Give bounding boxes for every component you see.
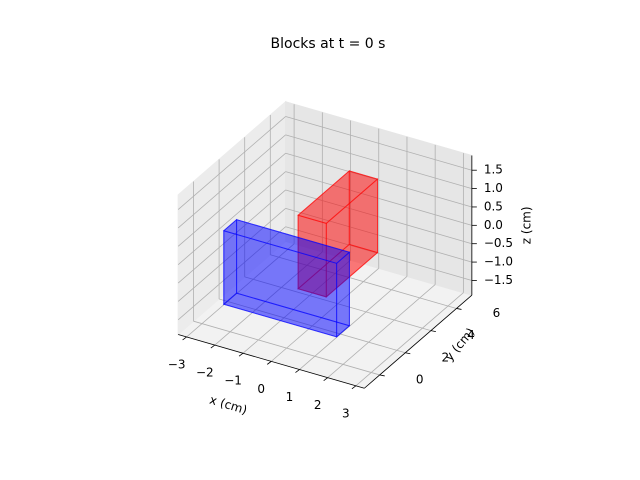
grid-line — [177, 208, 286, 302]
tick-mark — [405, 352, 411, 355]
y-axis-label: y (cm) — [442, 325, 478, 364]
grid-line — [285, 152, 472, 208]
y-tick-label: 2 — [441, 350, 449, 364]
grid-line — [327, 284, 436, 378]
tick-mark — [351, 385, 357, 390]
z-tick-label: 0.5 — [484, 199, 503, 213]
y-tick-label: 4 — [467, 328, 475, 342]
x-tick-label: 1 — [286, 390, 294, 404]
grid-line — [270, 267, 380, 362]
x-tick-label: −3 — [168, 357, 186, 371]
z-tick-label: −1.5 — [484, 273, 513, 287]
grid-line — [285, 171, 472, 226]
tick-mark — [456, 308, 462, 310]
z-tick-label: −1.0 — [484, 255, 513, 269]
grid-line — [285, 116, 472, 171]
axis-line — [178, 334, 365, 389]
z-axis-label: z (cm) — [519, 206, 533, 244]
z-tick-label: −0.5 — [484, 236, 513, 250]
x-tick-label: −2 — [196, 366, 214, 380]
grid-line — [177, 171, 286, 265]
grid-line — [186, 243, 295, 338]
grid-line — [355, 292, 464, 387]
grid-line — [299, 276, 408, 370]
tick-mark — [210, 344, 216, 349]
tick-mark — [295, 369, 300, 373]
x-axis-label: x (cm) — [208, 393, 249, 418]
grid-line — [285, 134, 472, 189]
tick-mark — [267, 361, 272, 365]
grid-line — [177, 134, 286, 229]
y-tick-label: 6 — [493, 306, 501, 320]
block-face — [336, 251, 350, 338]
grid-line — [177, 116, 286, 210]
grid-line — [242, 259, 351, 354]
tick-mark — [182, 336, 187, 341]
chart-title: Blocks at t = 0 s — [271, 36, 386, 52]
grid-line — [285, 207, 472, 263]
x-tick-label: 2 — [314, 398, 322, 412]
grid-line — [177, 226, 286, 321]
z-tick-label: 1.0 — [484, 181, 503, 195]
axis-line — [364, 294, 473, 389]
tick-mark — [323, 377, 328, 381]
grid-line — [177, 189, 286, 284]
grid-line — [193, 320, 380, 376]
z-tick-label: 1.5 — [484, 163, 503, 177]
grid-line — [218, 298, 406, 354]
grid-line — [285, 226, 472, 281]
x-tick-label: −1 — [224, 374, 242, 388]
y-tick-label: 0 — [416, 372, 424, 386]
x-tick-label: 0 — [257, 382, 265, 396]
z-tick-label: 0.0 — [484, 218, 503, 232]
tick-mark — [379, 374, 385, 377]
x-tick-label: 3 — [342, 406, 350, 420]
grid-line — [177, 152, 286, 247]
tick-mark — [238, 352, 244, 357]
grid-line — [214, 251, 323, 346]
grid-line — [244, 276, 432, 331]
tick-mark — [430, 330, 436, 333]
grid-line — [270, 254, 457, 309]
